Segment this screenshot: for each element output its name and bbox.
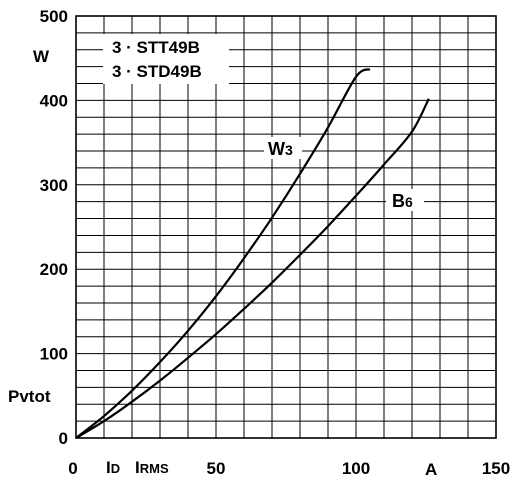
series-label-b6-bg xyxy=(386,189,424,211)
x-tick-label: 50 xyxy=(207,459,226,478)
svg-text:B6: B6 xyxy=(392,191,413,211)
x-tick-label: 100 xyxy=(342,459,370,478)
legend-box: 3 · STT49B 3 · STD49B xyxy=(103,34,229,84)
x-axis-unit-label: A xyxy=(425,460,437,479)
y-tick-label: 100 xyxy=(40,345,68,364)
svg-text:IRMS: IRMS xyxy=(135,458,169,477)
series-label-w3: W3 xyxy=(264,137,302,159)
y-tick-label: 200 xyxy=(40,260,68,279)
y-tick-label: 300 xyxy=(40,176,68,195)
y-tick-label: 400 xyxy=(40,91,68,110)
plot-frame xyxy=(75,15,497,439)
legend-box-background xyxy=(103,34,229,84)
x-axis-id-label-main-initial: I xyxy=(106,458,111,477)
x-axis-irms-label-initial: I xyxy=(135,458,140,477)
x-axis-id-label-main-rest: D xyxy=(111,461,120,476)
y-axis-quantity-label: Pvtot xyxy=(8,387,51,406)
svg-text:W3: W3 xyxy=(268,139,293,159)
y-tick-label: 0 xyxy=(59,429,68,448)
series-label-w3-bg xyxy=(264,137,302,159)
grid xyxy=(76,16,496,438)
svg-text:ID: ID xyxy=(106,458,120,477)
x-axis-irms-label-rest: RMS xyxy=(140,461,169,476)
x-tick-label: 150 xyxy=(482,459,510,478)
series-layer xyxy=(75,68,430,439)
legend-entry-2: 3 · STD49B xyxy=(112,62,202,81)
y-tick-label: 500 xyxy=(40,7,68,26)
series-label-b6-sub: 6 xyxy=(405,194,413,210)
tick-labels: 0 100 200 300 400 500 0 50 100 150 xyxy=(40,7,511,478)
series-label-b6-main: B xyxy=(392,191,405,211)
series-label-w3-sub: 3 xyxy=(285,142,293,158)
x-tick-label: 0 xyxy=(68,459,77,478)
series-label-w3-main: W xyxy=(268,139,285,159)
series-line-w3 xyxy=(75,68,371,439)
legend-entry-1: 3 · STT49B xyxy=(112,38,200,57)
series-line-b6 xyxy=(75,98,430,439)
series-label-b6: B6 xyxy=(386,189,424,211)
y-axis-unit-label: W xyxy=(33,47,50,66)
